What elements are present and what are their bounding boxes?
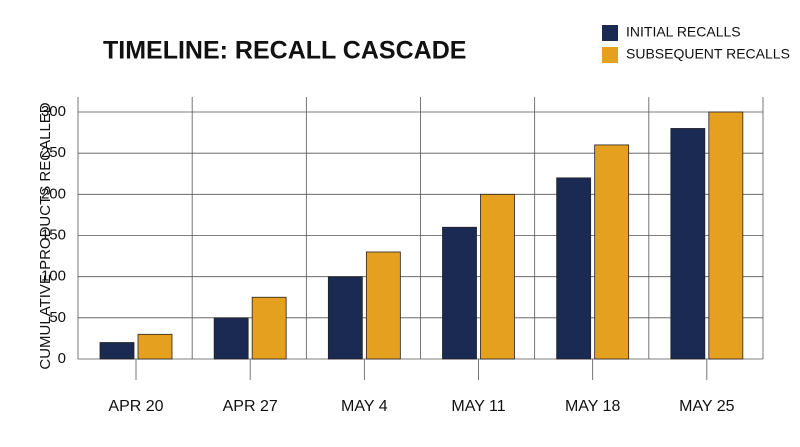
y-axis-label: CUMULATIVE PRODUCTS RECALLED [37, 102, 54, 369]
x-tick-label: MAY 4 [341, 398, 388, 415]
y-tick-label: 100 [41, 268, 66, 285]
bar [365, 251, 401, 360]
legend-swatch [602, 47, 618, 63]
y-tick-label: 200 [41, 185, 66, 202]
bar [442, 226, 477, 360]
bar [594, 144, 630, 360]
y-tick-label: 250 [41, 144, 66, 161]
bar [213, 317, 249, 360]
legend-label: SUBSEQUENT RECALLS [626, 46, 790, 62]
x-tick-label: MAY 11 [451, 398, 505, 415]
chart-title: TIMELINE: RECALL CASCADE [103, 37, 466, 65]
y-tick-label: 150 [41, 226, 66, 243]
x-tick-label: APR 27 [223, 398, 278, 415]
y-tick-label: 0 [58, 350, 66, 367]
legend-label: INITIAL RECALLS [626, 24, 741, 40]
bar [251, 296, 287, 360]
bar [480, 193, 515, 360]
bar [670, 128, 706, 360]
bar [137, 333, 173, 360]
x-tick-label: MAY 25 [679, 398, 735, 415]
bar [327, 276, 363, 360]
x-tick-label: APR 20 [108, 398, 163, 415]
y-tick-label: 50 [49, 309, 66, 326]
x-tick-label: MAY 18 [565, 398, 621, 415]
bar [99, 342, 135, 360]
legend-swatch [602, 25, 618, 41]
y-tick-label: 300 [41, 103, 66, 120]
bar [708, 111, 744, 360]
bar [556, 177, 592, 360]
